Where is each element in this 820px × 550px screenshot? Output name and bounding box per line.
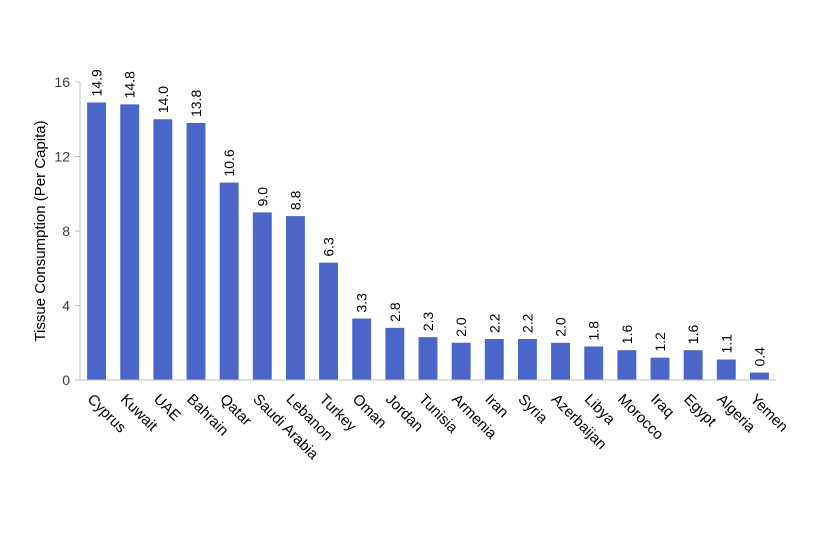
bar bbox=[484, 339, 504, 380]
y-tick-label: 12 bbox=[54, 149, 70, 165]
category-label: Egypt bbox=[680, 391, 720, 431]
data-label: 2.0 bbox=[453, 317, 469, 337]
data-label: 14.9 bbox=[89, 69, 105, 96]
y-tick-label: 8 bbox=[62, 223, 70, 239]
y-axis-title: Tissue Consumption (Per Capita) bbox=[32, 120, 49, 341]
data-label: 1.1 bbox=[718, 334, 734, 354]
data-label: 1.6 bbox=[619, 325, 635, 345]
bar bbox=[385, 327, 405, 380]
bar bbox=[418, 337, 438, 380]
bar bbox=[617, 350, 637, 380]
data-label: 1.2 bbox=[652, 332, 668, 352]
data-label: 1.6 bbox=[685, 325, 701, 345]
data-label: 14.8 bbox=[122, 71, 138, 98]
bar bbox=[186, 122, 206, 380]
bar bbox=[352, 318, 372, 380]
y-tick-label: 0 bbox=[62, 372, 70, 388]
data-label: 8.8 bbox=[287, 190, 303, 210]
y-tick-label: 16 bbox=[54, 74, 70, 90]
data-label: 3.3 bbox=[354, 293, 370, 313]
data-label: 2.2 bbox=[486, 313, 502, 333]
data-label: 10.6 bbox=[221, 149, 237, 176]
data-label: 13.8 bbox=[188, 90, 204, 117]
data-label: 0.4 bbox=[751, 347, 767, 367]
data-label: 2.2 bbox=[519, 313, 535, 333]
bar bbox=[749, 372, 769, 380]
bar bbox=[285, 216, 305, 380]
bar bbox=[551, 342, 571, 380]
category-label: Syria bbox=[515, 391, 552, 428]
bar bbox=[120, 104, 140, 380]
bar bbox=[517, 339, 537, 380]
bar bbox=[319, 262, 339, 380]
data-labels: 14.9 14.8 14.0 13.8 10.6 9.0 8.8 6.3 3.3 2.8 2.3 2.… bbox=[89, 69, 768, 367]
bar bbox=[219, 182, 239, 380]
data-label: 2.0 bbox=[553, 317, 569, 337]
bar bbox=[153, 119, 173, 380]
data-label: 2.8 bbox=[387, 302, 403, 322]
bar bbox=[451, 342, 471, 380]
data-label: 1.8 bbox=[586, 321, 602, 341]
bar bbox=[87, 102, 107, 381]
bar bbox=[683, 350, 703, 380]
data-label: 6.3 bbox=[321, 237, 337, 257]
bars bbox=[87, 102, 769, 381]
y-tick-label: 4 bbox=[62, 298, 70, 314]
bar bbox=[584, 346, 604, 380]
data-label: 2.3 bbox=[420, 311, 436, 331]
bar bbox=[716, 359, 736, 380]
data-label: 9.0 bbox=[254, 187, 270, 207]
bar bbox=[650, 357, 670, 380]
bar bbox=[252, 212, 272, 380]
y-axis-ticks: 0 4 8 12 16 bbox=[54, 74, 80, 388]
data-label: 14.0 bbox=[155, 86, 171, 113]
